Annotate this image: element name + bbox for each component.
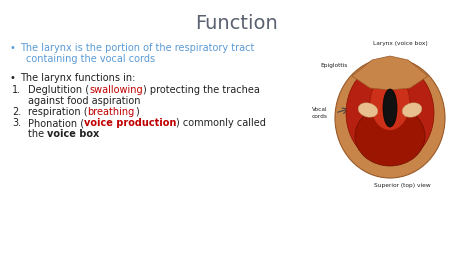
Ellipse shape: [346, 62, 434, 164]
Text: voice production: voice production: [84, 118, 176, 128]
Text: respiration (: respiration (: [28, 107, 88, 117]
Text: The larynx is the portion of the respiratory tract: The larynx is the portion of the respira…: [20, 43, 255, 53]
Text: the: the: [28, 129, 47, 139]
Text: swallowing: swallowing: [89, 85, 143, 95]
Text: breathing: breathing: [88, 107, 135, 117]
Text: Larynx (voice box): Larynx (voice box): [373, 41, 428, 46]
Text: Vocal
cords: Vocal cords: [312, 107, 328, 119]
Text: 2.: 2.: [12, 107, 21, 117]
Text: ) commonly called: ) commonly called: [176, 118, 266, 128]
Text: 1.: 1.: [12, 85, 21, 95]
Text: Phonation (: Phonation (: [28, 118, 84, 128]
Text: ): ): [135, 107, 138, 117]
Text: containing the vocal cords: containing the vocal cords: [26, 54, 155, 64]
Ellipse shape: [370, 76, 410, 131]
Ellipse shape: [355, 106, 425, 166]
Text: •: •: [10, 73, 16, 83]
Text: Function: Function: [196, 14, 278, 33]
Text: voice box: voice box: [47, 129, 100, 139]
Text: ) protecting the trachea: ) protecting the trachea: [143, 85, 260, 95]
Text: Superior (top) view: Superior (top) view: [374, 183, 430, 188]
Text: Epiglottis: Epiglottis: [320, 64, 348, 69]
Text: 3.: 3.: [12, 118, 21, 128]
Ellipse shape: [335, 58, 445, 178]
Ellipse shape: [383, 89, 397, 127]
Ellipse shape: [402, 103, 422, 117]
Text: against food aspiration: against food aspiration: [28, 96, 140, 106]
Text: The larynx functions in:: The larynx functions in:: [20, 73, 136, 83]
Text: •: •: [10, 43, 16, 53]
Polygon shape: [352, 56, 428, 90]
Text: Deglutition (: Deglutition (: [28, 85, 89, 95]
Ellipse shape: [358, 103, 378, 117]
